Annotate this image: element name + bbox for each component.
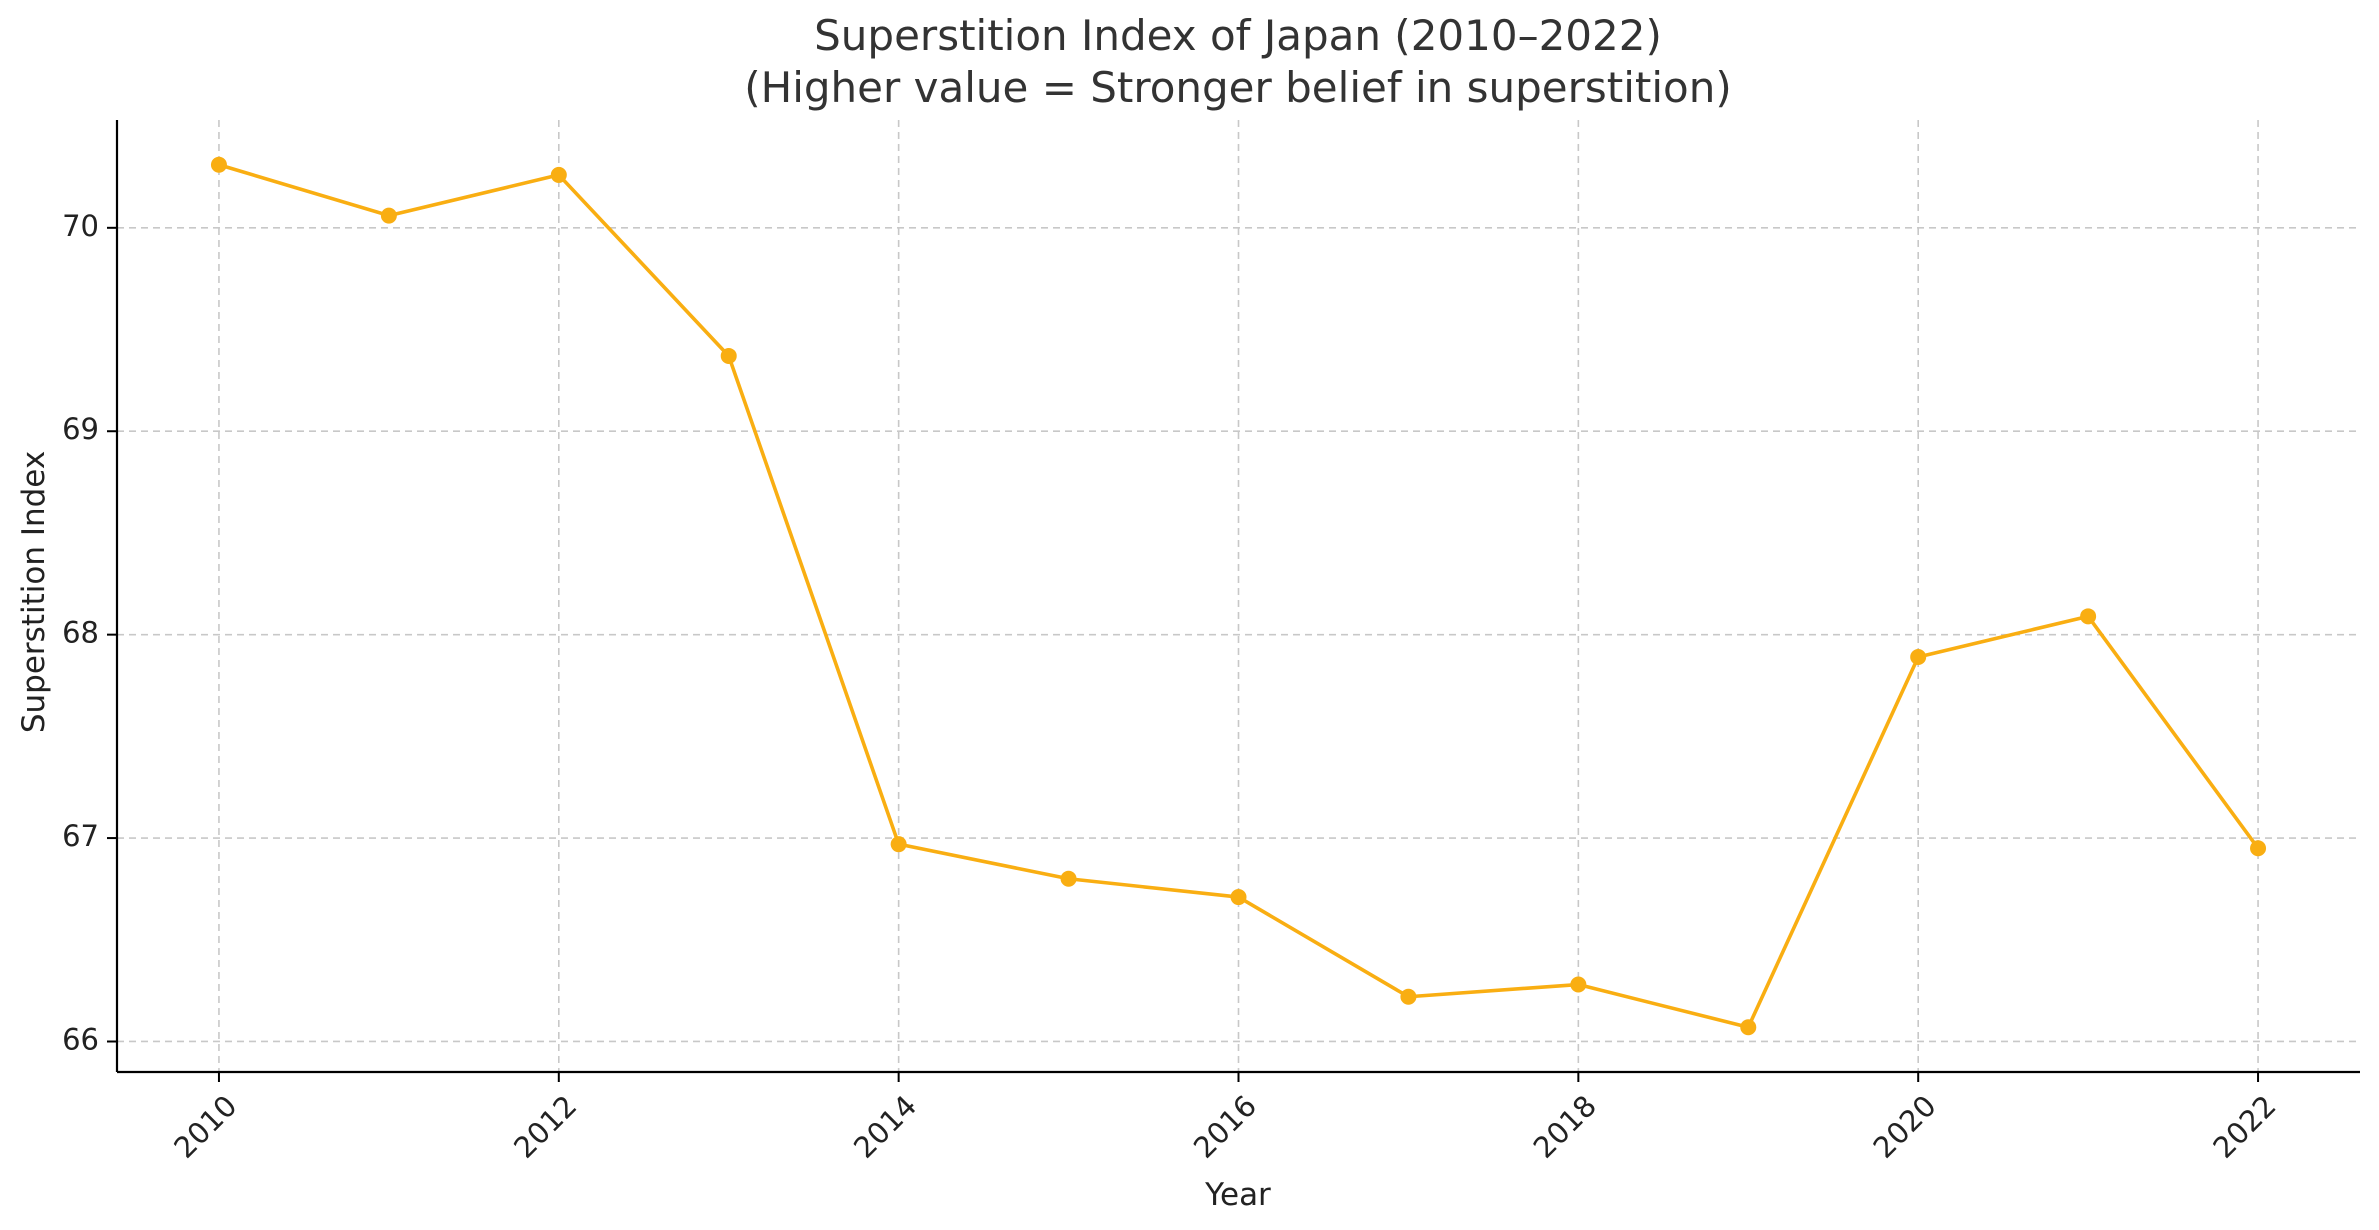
y-axis-ticks: 66 67 68 69 70 [62, 209, 117, 1056]
data-point [550, 166, 567, 183]
data-point [1230, 889, 1247, 906]
chart-subtitle: (Higher value = Stronger belief in super… [744, 63, 1731, 112]
data-point [210, 156, 227, 173]
y-tick-label: 69 [62, 412, 99, 446]
data-point [1740, 1019, 1757, 1036]
grid [117, 120, 2360, 1072]
data-point [890, 836, 907, 853]
data-point [1570, 976, 1587, 993]
data-point [720, 347, 737, 364]
data-point [1400, 988, 1417, 1005]
y-tick-label: 66 [62, 1022, 99, 1056]
data-point [1060, 870, 1077, 887]
y-tick-label: 67 [62, 819, 99, 853]
y-axis-label: Superstition Index [16, 451, 52, 733]
chart-title: Superstition Index of Japan (2010–2022) [814, 11, 1662, 60]
y-tick-label: 70 [62, 209, 99, 243]
data-point [1910, 649, 1927, 666]
series-layer [210, 156, 2267, 1036]
data-point [2250, 840, 2267, 857]
data-point [380, 207, 397, 224]
y-tick-label: 68 [62, 616, 99, 650]
data-point [2080, 608, 2097, 625]
x-axis-label: Year [1204, 1177, 1271, 1213]
